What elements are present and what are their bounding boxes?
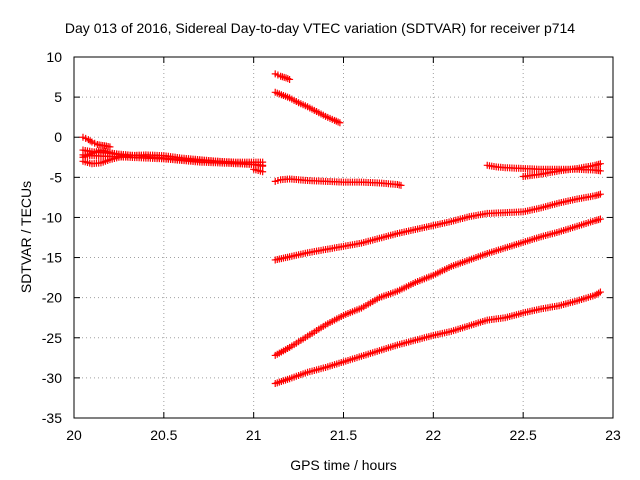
x-tick-label: 22 bbox=[426, 427, 442, 443]
x-tick-label: 20.5 bbox=[150, 427, 177, 443]
y-tick-label: -15 bbox=[42, 250, 62, 266]
y-tick-label: -35 bbox=[42, 410, 62, 426]
data-point bbox=[124, 152, 132, 160]
y-tick-label: -20 bbox=[42, 290, 62, 306]
y-tick-label: -25 bbox=[42, 330, 62, 346]
y-tick-label: 10 bbox=[46, 49, 62, 65]
data-point bbox=[596, 215, 604, 223]
x-tick-label: 23 bbox=[605, 427, 621, 443]
y-tick-label: 0 bbox=[54, 129, 62, 145]
data-point bbox=[397, 181, 405, 189]
data-point bbox=[286, 75, 294, 83]
data-point bbox=[282, 74, 290, 82]
y-tick-label: -10 bbox=[42, 209, 62, 225]
data-point bbox=[332, 117, 340, 125]
y-tick-label: 5 bbox=[54, 89, 62, 105]
y-tick-label: -5 bbox=[50, 169, 63, 185]
data-point bbox=[596, 288, 604, 296]
y-tick-label: -30 bbox=[42, 370, 62, 386]
chart-title: Day 013 of 2016, Sidereal Day-to-day VTE… bbox=[64, 20, 576, 36]
data-point bbox=[596, 190, 604, 198]
x-axis-label: GPS time / hours bbox=[290, 457, 397, 473]
x-tick-label: 22.5 bbox=[510, 427, 537, 443]
data-point bbox=[259, 168, 267, 176]
y-axis-label: SDTVAR / TECUs bbox=[18, 180, 34, 294]
x-tick-label: 20 bbox=[66, 427, 82, 443]
x-tick-label: 21 bbox=[246, 427, 262, 443]
x-tick-label: 21.5 bbox=[330, 427, 357, 443]
data-point bbox=[336, 119, 344, 127]
data-point bbox=[596, 167, 604, 175]
data-point bbox=[596, 160, 604, 168]
